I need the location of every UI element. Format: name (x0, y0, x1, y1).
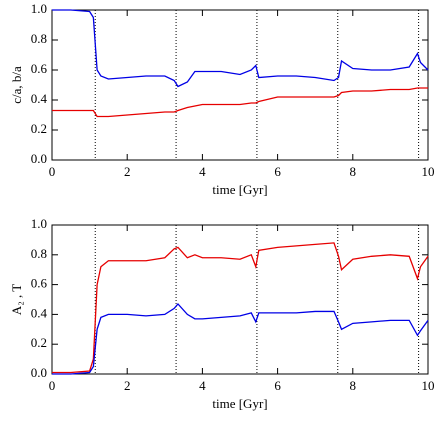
x-tick-label: 4 (199, 378, 206, 393)
y-axis-label: A₂ , T (9, 284, 24, 315)
y-tick-label: 0.0 (31, 365, 47, 380)
x-axis-label: time [Gyr] (212, 396, 267, 411)
x-tick-label: 2 (124, 378, 131, 393)
x-tick-label: 10 (422, 164, 435, 179)
x-axis-label: time [Gyr] (212, 182, 267, 197)
y-tick-label: 0.4 (31, 91, 48, 106)
data-line (52, 9, 429, 88)
y-tick-label: 0.8 (31, 31, 47, 46)
y-tick-label: 0.2 (31, 121, 47, 136)
y-axis-label: c/a, b/a (9, 66, 24, 104)
x-tick-label: 10 (422, 378, 435, 393)
plot-frame (51, 224, 429, 375)
y-tick-label: 1.0 (31, 1, 47, 16)
data-line (52, 302, 429, 375)
y-tick-label: 0.8 (31, 246, 47, 261)
data-line (52, 242, 429, 374)
y-tick-label: 0.6 (31, 61, 48, 76)
x-tick-label: 6 (274, 164, 281, 179)
y-tick-label: 0.4 (31, 305, 48, 320)
x-tick-label: 0 (49, 378, 56, 393)
plot-frame (51, 9, 429, 161)
x-tick-label: 8 (350, 164, 357, 179)
x-tick-label: 0 (49, 164, 56, 179)
data-line (52, 87, 428, 118)
y-tick-label: 0.6 (31, 276, 48, 291)
x-tick-label: 2 (124, 164, 131, 179)
x-tick-label: 6 (274, 378, 281, 393)
y-tick-label: 0.2 (31, 335, 47, 350)
y-tick-label: 0.0 (31, 151, 47, 166)
y-tick-label: 1.0 (31, 216, 47, 231)
x-tick-label: 8 (350, 378, 357, 393)
x-tick-label: 4 (199, 164, 206, 179)
